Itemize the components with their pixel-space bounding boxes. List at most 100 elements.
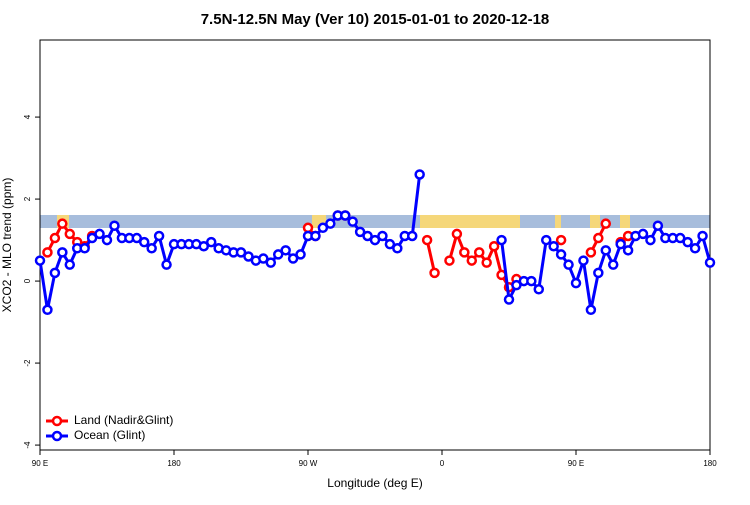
legend: Land (Nadir&Glint)Ocean (Glint)	[46, 413, 173, 442]
land-mask-strip	[40, 215, 710, 228]
data-point	[362, 230, 373, 242]
data-point	[243, 251, 254, 262]
data-point	[49, 267, 61, 279]
ocean-strip	[40, 215, 710, 228]
data-point	[593, 232, 604, 244]
data-point	[79, 243, 90, 254]
data-point	[674, 232, 686, 244]
y-tick-label: 2	[23, 196, 32, 201]
data-point	[585, 304, 597, 316]
data-point	[109, 220, 120, 231]
data-point	[235, 247, 247, 258]
data-point	[406, 230, 418, 242]
data-point	[645, 234, 656, 246]
data-point	[704, 257, 716, 268]
data-point	[459, 247, 470, 258]
data-point	[585, 247, 597, 258]
data-point	[354, 226, 366, 238]
data-point	[392, 243, 403, 254]
legend-swatch-point	[51, 430, 63, 442]
data-point	[205, 236, 217, 248]
data-point	[689, 243, 701, 254]
data-point	[429, 267, 440, 279]
data-point	[615, 238, 626, 250]
data-point	[49, 232, 61, 244]
x-tick-label: 180	[703, 459, 717, 468]
data-point	[555, 249, 567, 260]
data-point	[280, 245, 291, 256]
data-point	[325, 218, 336, 229]
data-point	[540, 234, 552, 246]
plot-frame	[39, 39, 711, 451]
data-point	[488, 240, 500, 252]
legend-swatch-point	[51, 415, 63, 427]
y-tick-label: -4	[23, 441, 32, 449]
data-point	[682, 236, 693, 248]
x-tick-label: 180	[167, 459, 181, 468]
land-strip	[420, 215, 520, 228]
data-point	[317, 222, 329, 234]
data-point	[198, 240, 210, 252]
data-point	[339, 210, 351, 221]
data-point	[57, 218, 68, 229]
x-tick-label: 90 W	[299, 459, 318, 468]
data-point	[697, 230, 708, 242]
data-point	[496, 234, 507, 246]
data-point	[548, 240, 559, 252]
y-axis-label: XCO2 - MLO trend (ppm)	[0, 178, 14, 313]
x-tick-label: 90 E	[32, 459, 48, 468]
data-point	[34, 255, 46, 266]
data-point	[302, 222, 314, 234]
data-point	[570, 277, 582, 289]
land-strip	[590, 215, 600, 228]
data-point	[421, 234, 433, 246]
data-point	[473, 247, 485, 258]
data-point	[153, 230, 165, 242]
data-point	[526, 275, 537, 287]
data-point	[637, 228, 649, 240]
data-point	[503, 294, 515, 305]
chart-title: 7.5N-12.5N May (Ver 10) 2015-01-01 to 20…	[201, 11, 550, 28]
data-point	[377, 230, 388, 242]
data-point	[511, 279, 522, 291]
data-point	[64, 228, 76, 240]
data-point	[481, 257, 492, 268]
data-point	[94, 228, 105, 240]
data-point	[652, 220, 664, 231]
data-point	[600, 245, 612, 256]
data-point	[533, 284, 545, 295]
data-point	[131, 232, 143, 244]
land-strip	[555, 215, 561, 228]
data-point	[86, 232, 98, 244]
data-point	[593, 267, 604, 279]
data-point	[272, 249, 284, 260]
land-strip	[620, 215, 630, 228]
x-axis-label: Longitude (deg E)	[327, 476, 422, 490]
x-tick-label: 0	[440, 459, 445, 468]
data-point	[295, 249, 306, 260]
data-point	[444, 255, 455, 266]
data-point	[563, 259, 574, 270]
data-point	[466, 255, 478, 266]
data-point	[310, 230, 321, 242]
data-point	[347, 216, 358, 227]
data-point	[414, 169, 425, 180]
data-point	[161, 259, 172, 270]
data-point	[384, 238, 396, 250]
data-point	[578, 255, 589, 266]
y-tick-label: 4	[23, 114, 32, 119]
x-tick-label: 90 E	[568, 459, 584, 468]
legend-label: Land (Nadir&Glint)	[74, 413, 173, 427]
data-point	[42, 304, 53, 316]
data-point	[555, 234, 567, 246]
data-point	[607, 259, 619, 270]
legend-label: Ocean (Glint)	[74, 428, 145, 442]
y-tick-label: 0	[23, 278, 32, 283]
data-point	[138, 236, 150, 248]
data-point	[64, 259, 76, 270]
data-point	[42, 247, 53, 258]
data-point	[265, 257, 277, 268]
data-point	[101, 234, 113, 246]
data-point	[57, 247, 68, 258]
